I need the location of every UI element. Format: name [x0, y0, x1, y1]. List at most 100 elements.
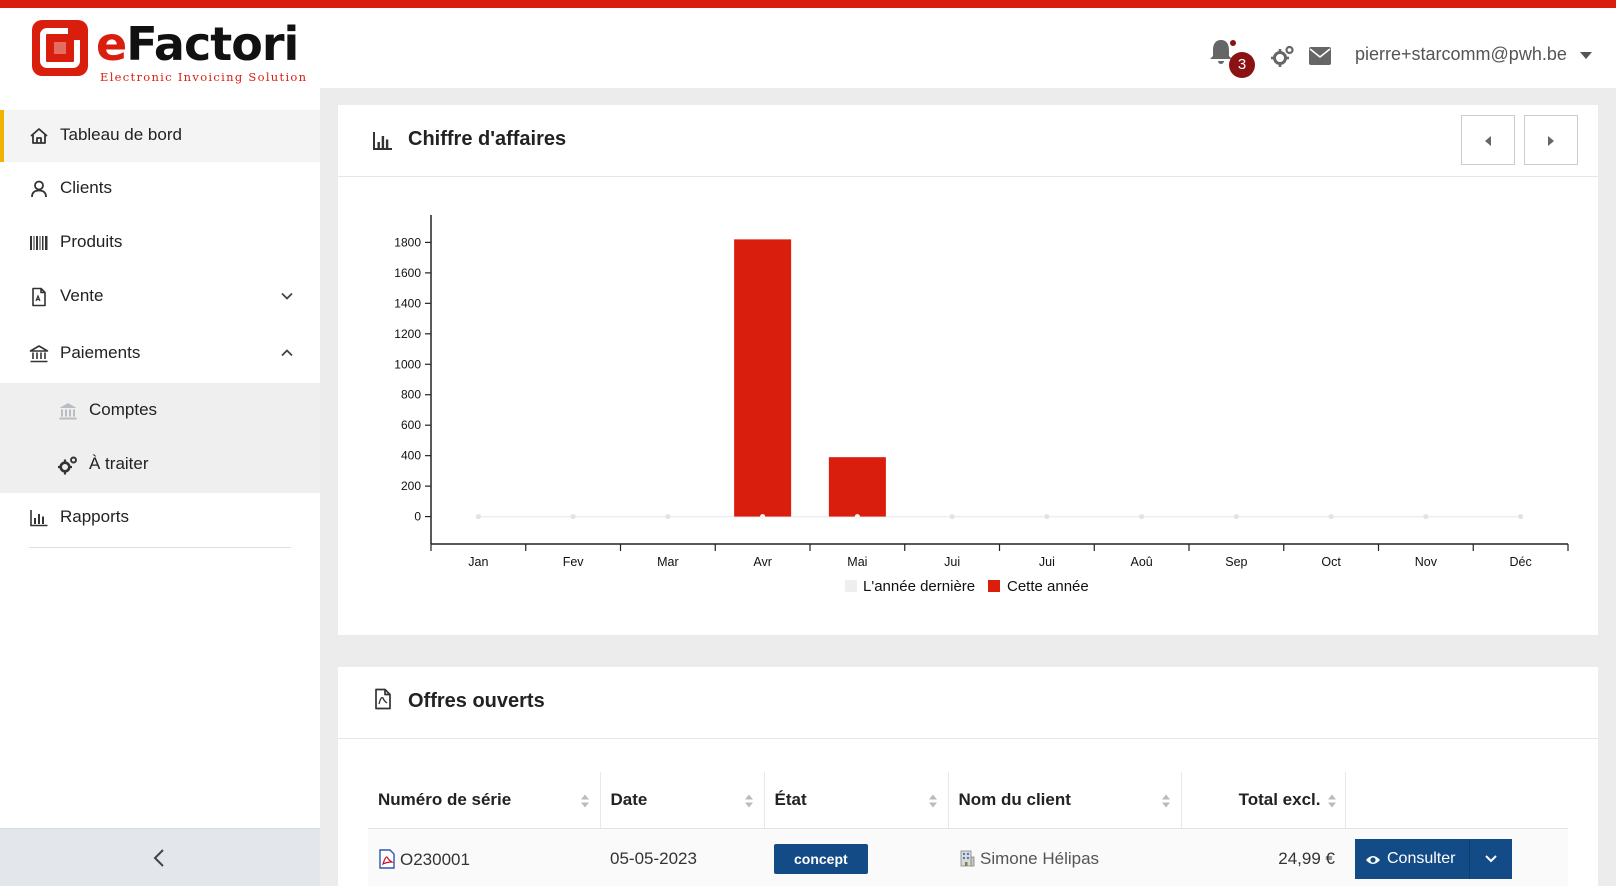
logo-tagline: Electronic Invoicing Solution	[100, 70, 308, 84]
sidebar-item-vente[interactable]: Vente	[0, 271, 320, 323]
open-offers-card-header: Offres ouverts	[338, 667, 1598, 739]
sidebar-item-paiements[interactable]: Paiements	[0, 328, 320, 380]
table-header-row: Numéro de série Date État Nom du client …	[368, 772, 1568, 829]
column-header-status[interactable]: État	[764, 772, 949, 829]
series-last-year-point	[570, 513, 576, 520]
sidebar-item-label: Vente	[60, 286, 104, 305]
barcode-icon	[30, 236, 48, 250]
sidebar-item-label: Comptes	[89, 400, 158, 419]
gears-icon[interactable]	[1271, 44, 1295, 68]
sidebar-item-dashboard[interactable]: Tableau de bord	[0, 110, 320, 162]
chevron-down-icon	[281, 292, 293, 300]
legend-swatch-last-year	[845, 580, 857, 592]
client-name: Simone Hélipas	[980, 849, 1100, 869]
total-cell: 24,99 €	[1181, 828, 1345, 886]
x-tick-label: Aoû	[1131, 555, 1153, 569]
legend-label-last-year: L'année dernière	[863, 578, 975, 595]
series-last-year-point	[475, 513, 481, 520]
column-header-label: État	[774, 789, 807, 809]
next-year-button[interactable]	[1524, 115, 1578, 165]
y-tick-label: 1200	[394, 327, 421, 341]
series-last-year-point	[1233, 513, 1239, 520]
column-header-client[interactable]: Nom du client	[948, 772, 1182, 829]
bell-icon[interactable]	[1208, 36, 1234, 66]
revenue-card-title: Chiffre d'affaires	[408, 128, 567, 150]
series-this-year-point	[760, 513, 766, 520]
chevron-down-icon	[1485, 855, 1498, 863]
previous-year-button[interactable]	[1461, 115, 1515, 165]
sidebar-item-rapports[interactable]: Rapports	[0, 492, 320, 544]
bar-chart-icon	[373, 132, 392, 150]
caret-left-icon	[1485, 136, 1491, 146]
column-header-total[interactable]: Total excl.	[1181, 772, 1346, 829]
sidebar-item-label: Paiements	[60, 343, 141, 362]
y-tick-label: 0	[414, 510, 421, 524]
series-last-year-point	[949, 513, 955, 520]
eye-icon	[1366, 856, 1380, 865]
y-tick-label: 200	[401, 479, 421, 493]
x-tick-label: Avr	[753, 555, 772, 569]
x-tick-label: Mai	[847, 555, 867, 569]
column-header-serial[interactable]: Numéro de série	[368, 772, 601, 829]
sidebar-item-produits[interactable]: Produits	[0, 217, 320, 269]
sort-icon[interactable]	[1161, 793, 1171, 809]
y-tick-label: 600	[401, 418, 421, 432]
table-row[interactable]: O230001 05-05-2023 concept Simone Hélipa…	[368, 828, 1568, 886]
bank-icon	[29, 345, 49, 363]
logo-mark-icon	[32, 20, 88, 76]
consult-button-label: Consulter	[1387, 850, 1456, 868]
series-last-year-point	[1518, 513, 1524, 520]
paiements-submenu: Comptes À traiter	[0, 383, 320, 493]
column-header-label: Date	[610, 789, 648, 809]
x-tick-label: Sep	[1225, 555, 1247, 569]
series-last-year-point	[665, 513, 671, 520]
client-cell[interactable]: Simone Hélipas	[948, 828, 1181, 886]
series-last-year-point	[1044, 513, 1050, 520]
series-this-year-bar	[734, 239, 792, 517]
sort-icon[interactable]	[744, 793, 754, 809]
sort-icon[interactable]	[580, 793, 590, 809]
y-tick-label: 1800	[394, 235, 421, 249]
revenue-chart-svg: 0 200 400 600 800 1000 1200 1400 1600 1800 Jan Fev M…	[394, 215, 1569, 595]
bank-icon	[59, 403, 77, 420]
sort-icon[interactable]	[1327, 793, 1337, 809]
sidebar-item-label: Rapports	[60, 507, 129, 526]
open-offers-card-title: Offres ouverts	[408, 690, 545, 712]
sidebar-item-label: À traiter	[89, 454, 149, 473]
top-accent-bar	[0, 0, 1616, 8]
y-tick-label: 1600	[394, 266, 421, 280]
notification-dot	[1230, 40, 1236, 46]
consult-button[interactable]: Consulter	[1355, 839, 1471, 880]
sidebar-subitem-comptes[interactable]: Comptes	[0, 385, 320, 437]
series-this-year-point	[854, 513, 860, 520]
user-email-menu[interactable]: pierre+starcomm@pwh.be	[1355, 44, 1567, 64]
column-header-actions	[1345, 772, 1568, 829]
y-tick-label: 1000	[394, 357, 421, 371]
y-tick-label: 1400	[394, 296, 421, 310]
consult-dropdown-toggle[interactable]	[1470, 839, 1513, 880]
chevron-left-icon[interactable]	[152, 847, 166, 869]
revenue-chart: 0 200 400 600 800 1000 1200 1400 1600 1800 Jan Fev M…	[338, 177, 1598, 635]
column-header-date[interactable]: Date	[600, 772, 765, 829]
sidebar-subitem-a-traiter[interactable]: À traiter	[0, 439, 320, 491]
series-this-year-bar	[828, 457, 886, 517]
x-tick-label: Jui	[1039, 555, 1055, 569]
revenue-card-header: Chiffre d'affaires	[338, 105, 1598, 177]
caret-down-icon[interactable]	[1580, 52, 1592, 59]
serial-cell[interactable]: O230001	[368, 828, 600, 886]
sidebar-collapse-bar[interactable]	[0, 828, 320, 886]
sidebar-item-clients[interactable]: Clients	[0, 163, 320, 215]
notification-count-badge[interactable]: 3	[1229, 52, 1255, 78]
y-tick-label: 800	[401, 388, 421, 402]
gears-icon	[58, 456, 77, 475]
sort-icon[interactable]	[928, 793, 938, 809]
column-header-label: Nom du client	[958, 789, 1071, 809]
open-offers-table: Numéro de série Date État Nom du client …	[368, 772, 1568, 886]
status-cell: concept	[764, 828, 948, 886]
efactori-logo[interactable]: eFactori Electronic Invoicing Solution	[30, 17, 306, 84]
column-header-label: Numéro de série	[378, 789, 512, 809]
file-pdf-icon	[32, 287, 46, 307]
envelope-icon[interactable]	[1309, 47, 1331, 65]
file-pdf-icon	[375, 688, 391, 710]
x-tick-label: Déc	[1510, 555, 1532, 569]
